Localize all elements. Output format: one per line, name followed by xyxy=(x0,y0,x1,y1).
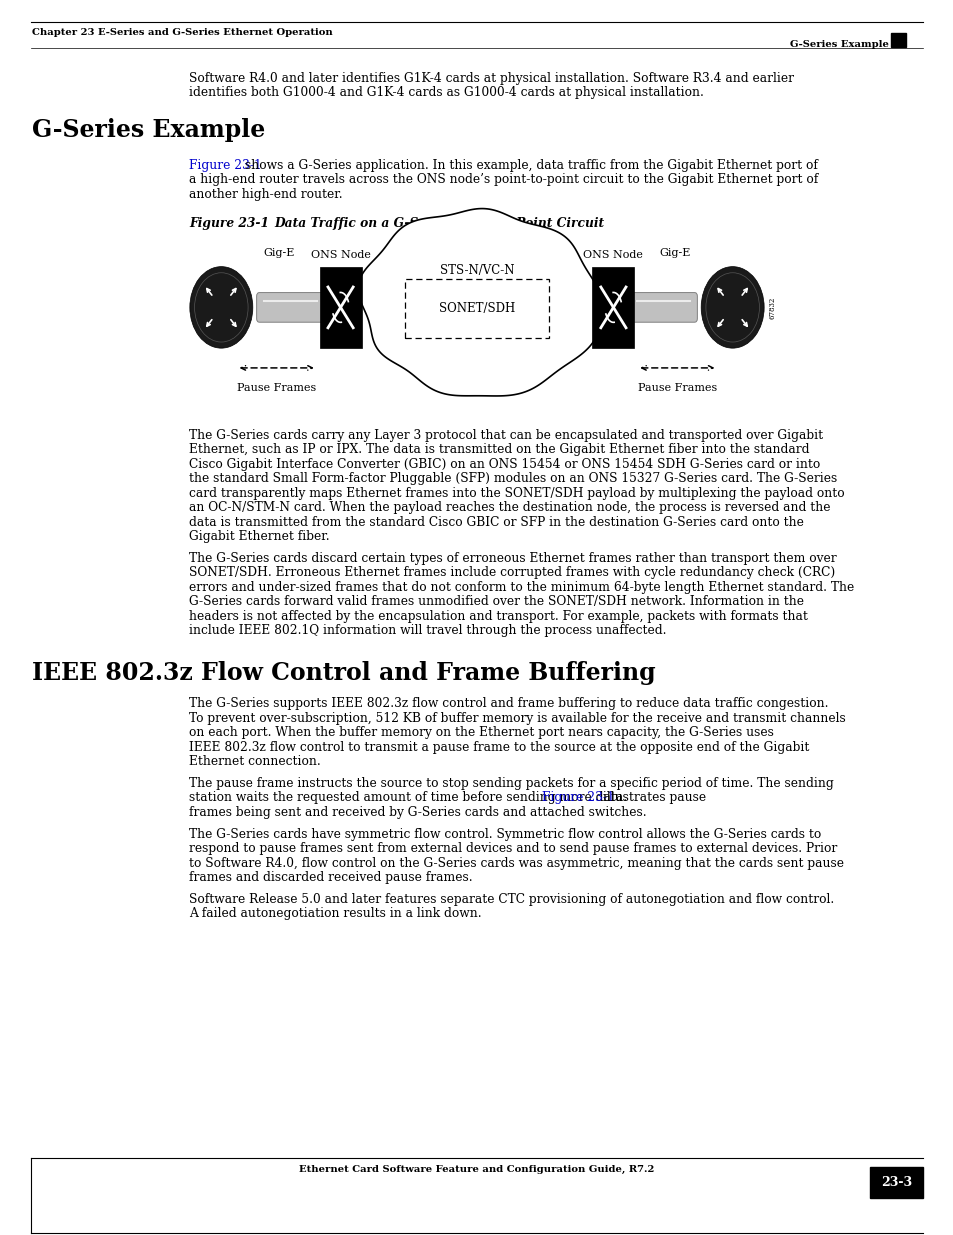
FancyBboxPatch shape xyxy=(629,293,697,322)
Text: Figure 23-1: Figure 23-1 xyxy=(189,159,261,172)
Circle shape xyxy=(700,267,763,348)
Text: errors and under-sized frames that do not conform to the minimum 64-byte length : errors and under-sized frames that do no… xyxy=(189,580,853,594)
Text: Figure 23-1: Figure 23-1 xyxy=(189,217,269,230)
Text: shows a G-Series application. In this example, data traffic from the Gigabit Eth: shows a G-Series application. In this ex… xyxy=(245,159,817,172)
Circle shape xyxy=(190,267,253,348)
Text: data is transmitted from the standard Cisco GBIC or SFP in the destination G-Ser: data is transmitted from the standard Ci… xyxy=(189,516,803,529)
Text: illustrates pause: illustrates pause xyxy=(598,792,705,804)
Text: station waits the requested amount of time before sending more data.: station waits the requested amount of ti… xyxy=(189,792,630,804)
Text: an OC-N/STM-N card. When the payload reaches the destination node, the process i: an OC-N/STM-N card. When the payload rea… xyxy=(189,501,829,514)
Text: headers is not affected by the encapsulation and transport. For example, packets: headers is not affected by the encapsula… xyxy=(189,610,807,622)
Bar xyxy=(405,279,548,338)
Text: A failed autonegotiation results in a link down.: A failed autonegotiation results in a li… xyxy=(189,908,481,920)
Text: STS-N/VC-N: STS-N/VC-N xyxy=(439,264,514,277)
Text: G-Series cards forward valid frames unmodified over the SONET/SDH network. Infor: G-Series cards forward valid frames unmo… xyxy=(189,595,803,609)
Text: a high-end router travels across the ONS node’s point-to-point circuit to the Gi: a high-end router travels across the ONS… xyxy=(189,173,818,186)
Text: Data Traffic on a G-Series Point-to-Point Circuit: Data Traffic on a G-Series Point-to-Poin… xyxy=(274,217,604,230)
Text: Gig-E: Gig-E xyxy=(659,248,690,258)
Text: on each port. When the buffer memory on the Ethernet port nears capacity, the G-: on each port. When the buffer memory on … xyxy=(189,726,773,739)
Text: Figure 23-1: Figure 23-1 xyxy=(541,792,614,804)
Bar xyxy=(869,1167,923,1198)
Text: Gigabit Ethernet fiber.: Gigabit Ethernet fiber. xyxy=(189,530,329,543)
Text: include IEEE 802.1Q information will travel through the process unaffected.: include IEEE 802.1Q information will tra… xyxy=(189,625,666,637)
Polygon shape xyxy=(357,209,602,396)
Text: Pause Frames: Pause Frames xyxy=(236,383,316,393)
Text: Ethernet connection.: Ethernet connection. xyxy=(189,755,320,768)
Text: The G-Series cards have symmetric flow control. Symmetric flow control allows th: The G-Series cards have symmetric flow c… xyxy=(189,827,821,841)
Text: The G-Series supports IEEE 802.3z flow control and frame buffering to reduce dat: The G-Series supports IEEE 802.3z flow c… xyxy=(189,697,827,710)
Text: G-Series Example: G-Series Example xyxy=(32,119,265,142)
Text: G-Series Example: G-Series Example xyxy=(789,40,888,48)
Text: To prevent over-subscription, 512 KB of buffer memory is available for the recei: To prevent over-subscription, 512 KB of … xyxy=(189,711,844,725)
Text: frames being sent and received by G-Series cards and attached switches.: frames being sent and received by G-Seri… xyxy=(189,806,646,819)
Text: 23-3: 23-3 xyxy=(881,1176,911,1189)
Text: identifies both G1000-4 and G1K-4 cards as G1000-4 cards at physical installatio: identifies both G1000-4 and G1K-4 cards … xyxy=(189,86,703,99)
Text: The G-Series cards carry any Layer 3 protocol that can be encapsulated and trans: The G-Series cards carry any Layer 3 pro… xyxy=(189,429,822,442)
Text: card transparently maps Ethernet frames into the SONET/SDH payload by multiplexi: card transparently maps Ethernet frames … xyxy=(189,487,843,500)
Text: ONS Node: ONS Node xyxy=(311,251,370,261)
Text: to Software R4.0, flow control on the G-Series cards was asymmetric, meaning tha: to Software R4.0, flow control on the G-… xyxy=(189,857,843,869)
Text: 67832: 67832 xyxy=(768,296,776,319)
Text: another high-end router.: another high-end router. xyxy=(189,188,342,201)
Text: IEEE 802.3z Flow Control and Frame Buffering: IEEE 802.3z Flow Control and Frame Buffe… xyxy=(32,661,656,684)
Text: Pause Frames: Pause Frames xyxy=(637,383,717,393)
Bar xyxy=(890,33,905,47)
Text: Ethernet Card Software Feature and Configuration Guide, R7.2: Ethernet Card Software Feature and Confi… xyxy=(299,1165,654,1173)
Text: Chapter 23 E-Series and G-Series Ethernet Operation: Chapter 23 E-Series and G-Series Etherne… xyxy=(32,28,333,37)
Text: IEEE 802.3z flow control to transmit a pause frame to the source at the opposite: IEEE 802.3z flow control to transmit a p… xyxy=(189,741,808,753)
Text: respond to pause frames sent from external devices and to send pause frames to e: respond to pause frames sent from extern… xyxy=(189,842,837,855)
Text: frames and discarded received pause frames.: frames and discarded received pause fram… xyxy=(189,871,472,884)
Text: ONS Node: ONS Node xyxy=(583,251,642,261)
Text: SONET/SDH: SONET/SDH xyxy=(438,303,515,315)
Text: the standard Small Form-factor Pluggable (SFP) modules on an ONS 15327 G-Series : the standard Small Form-factor Pluggable… xyxy=(189,472,837,485)
Text: SONET/SDH. Erroneous Ethernet frames include corrupted frames with cycle redunda: SONET/SDH. Erroneous Ethernet frames inc… xyxy=(189,567,834,579)
Text: Cisco Gigabit Interface Converter (GBIC) on an ONS 15454 or ONS 15454 SDH G-Seri: Cisco Gigabit Interface Converter (GBIC)… xyxy=(189,458,820,471)
FancyBboxPatch shape xyxy=(256,293,324,322)
Text: Ethernet, such as IP or IPX. The data is transmitted on the Gigabit Ethernet fib: Ethernet, such as IP or IPX. The data is… xyxy=(189,443,808,456)
Text: Software R4.0 and later identifies G1K-4 cards at physical installation. Softwar: Software R4.0 and later identifies G1K-4… xyxy=(189,72,793,85)
Text: The G-Series cards discard certain types of erroneous Ethernet frames rather tha: The G-Series cards discard certain types… xyxy=(189,552,836,564)
Text: Gig-E: Gig-E xyxy=(263,248,294,258)
Bar xyxy=(592,267,634,348)
Text: Software Release 5.0 and later features separate CTC provisioning of autonegotia: Software Release 5.0 and later features … xyxy=(189,893,833,906)
Bar xyxy=(319,267,361,348)
Text: The pause frame instructs the source to stop sending packets for a specific peri: The pause frame instructs the source to … xyxy=(189,777,833,790)
